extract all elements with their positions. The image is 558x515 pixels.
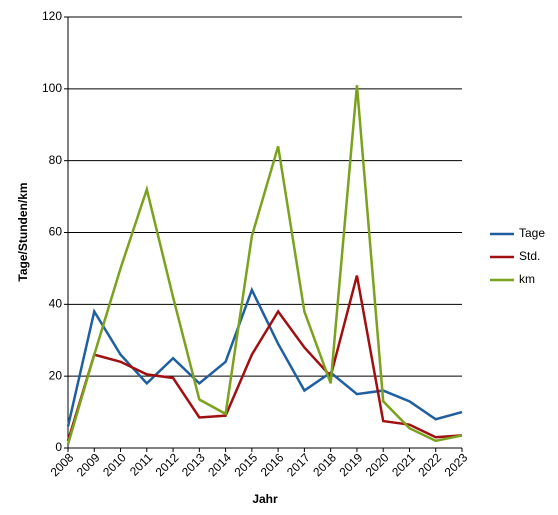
x-tick-label: 2011: [127, 450, 155, 478]
x-tick-label: 2015: [231, 450, 260, 479]
y-tick-label: 100: [42, 81, 62, 95]
y-tick-label: 0: [55, 440, 62, 454]
x-tick-label: 2023: [442, 450, 471, 479]
x-tick-label: 2016: [258, 450, 287, 479]
y-tick-label: 40: [49, 297, 63, 311]
series-line: [66, 275, 463, 442]
x-tick-label: 2021: [389, 450, 418, 479]
x-tick-label: 2012: [153, 450, 182, 479]
series-line: [66, 286, 463, 427]
x-tick-label: 2008: [48, 450, 77, 479]
x-tick-label: 2017: [284, 450, 313, 479]
x-tick-label: 2010: [100, 450, 129, 479]
x-tick-label: 2020: [363, 450, 392, 479]
x-tick-label: 2014: [205, 450, 234, 479]
legend-label: km: [519, 272, 535, 286]
x-tick-label: 2009: [74, 450, 103, 479]
x-tick-label: 2019: [337, 450, 366, 479]
series-line: [66, 85, 463, 445]
x-axis-title: Jahr: [252, 492, 278, 506]
y-tick-label: 20: [49, 368, 63, 382]
x-tick-label: 2018: [310, 450, 339, 479]
y-tick-label: 120: [42, 9, 62, 23]
x-tick-label: 2013: [179, 450, 208, 479]
y-tick-label: 60: [49, 225, 63, 239]
y-tick-label: 80: [49, 153, 63, 167]
legend-label: Tage: [519, 226, 545, 240]
x-tick-label: 2022: [415, 450, 444, 479]
legend-label: Std.: [519, 249, 540, 263]
y-axis-title: Tage/Stunden/km: [16, 182, 30, 281]
